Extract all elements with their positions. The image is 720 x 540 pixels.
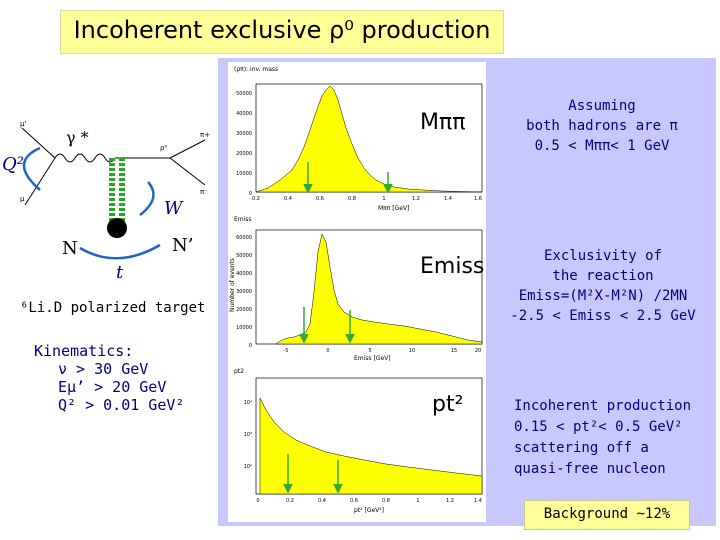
label-rho: ρ⁰ [160, 144, 167, 152]
svg-text:0.6: 0.6 [350, 498, 358, 504]
plot-mass-label: Mππ [420, 110, 466, 135]
svg-text:40000: 40000 [236, 271, 252, 277]
incoming-muon-line [21, 127, 56, 159]
svg-text:0: 0 [326, 348, 329, 354]
plot-emiss-histogram [275, 233, 483, 345]
label-t: t [116, 262, 124, 283]
svg-text:1.4: 1.4 [444, 196, 452, 202]
background-box [524, 500, 690, 530]
plot-emiss-cut-low [299, 307, 309, 344]
svg-text:10000: 10000 [236, 325, 252, 331]
plot-pt2-histogram [259, 397, 483, 495]
svg-text:0: 0 [256, 498, 259, 504]
kinematics-line: ν > 30 GeV [58, 360, 149, 378]
svg-text:15: 15 [451, 348, 457, 354]
emiss-cut-text: Exclusivity of the reaction Emiss=(M²X-M… [510, 248, 696, 324]
svg-text:10000: 10000 [236, 171, 252, 177]
svg-text:30000: 30000 [236, 289, 252, 295]
svg-text:50000: 50000 [236, 253, 252, 259]
svg-text:1.6: 1.6 [474, 196, 482, 202]
svg-text:0.4: 0.4 [284, 196, 292, 202]
label-mu: μ [20, 195, 25, 203]
virtual-photon-line [54, 153, 116, 163]
plot-emiss-cut-high [345, 310, 355, 344]
label-mu-prime: μ' [20, 120, 26, 128]
svg-text:0.6: 0.6 [316, 196, 324, 202]
label-pi-plus: π+ [200, 131, 210, 139]
svg-text:10³: 10³ [244, 432, 252, 438]
nucleon-blob [107, 218, 127, 238]
svg-text:0.8: 0.8 [348, 196, 356, 202]
svg-text:0.2: 0.2 [252, 196, 260, 202]
plot-mass-cut-low [303, 162, 313, 194]
svg-text:60000: 60000 [236, 235, 252, 241]
plot-mass-cut-high [383, 172, 393, 194]
svg-text:0: 0 [249, 343, 252, 349]
plot-emiss: Emiss Number of events 0 10000 20000 300… [229, 216, 483, 362]
svg-text:40000: 40000 [236, 111, 252, 117]
svg-text:20: 20 [475, 348, 481, 354]
svg-text:0.4: 0.4 [318, 498, 326, 504]
plot-mass-title: (ρπ): inv. mass [234, 66, 278, 73]
plot-emiss-label: Emiss [420, 254, 485, 279]
plot-pt2-cut-low [283, 454, 293, 494]
svg-text:10: 10 [409, 348, 415, 354]
svg-text:-5: -5 [284, 348, 289, 354]
title-box [60, 10, 504, 54]
outgoing-muon-line [24, 157, 56, 206]
label-n: N [62, 238, 78, 259]
svg-text:10⁴: 10⁴ [244, 400, 252, 406]
svg-text:0.2: 0.2 [286, 498, 294, 504]
background-label: Background ~12% [543, 506, 671, 522]
label-n-prime: N’ [172, 235, 194, 256]
svg-text:50000: 50000 [236, 91, 252, 97]
plot-emiss-xlabel: Emiss [GeV] [354, 355, 391, 362]
svg-text:0: 0 [249, 191, 252, 197]
svg-text:1: 1 [416, 498, 419, 504]
svg-text:20000: 20000 [236, 151, 252, 157]
label-q2: Q² [2, 154, 24, 175]
svg-text:1.2: 1.2 [412, 196, 420, 202]
kinematics-block: Kinematics: ν > 30 GeV Eμ’ > 20 GeV Q² >… [34, 342, 184, 414]
pt-cut-text: Incoherent production 0.15 < pt²< 0.5 Ge… [514, 398, 692, 477]
t-arrow [79, 243, 161, 260]
svg-text:1.2: 1.2 [446, 498, 454, 504]
svg-text:30000: 30000 [236, 131, 252, 137]
pi-plus-line [169, 139, 206, 159]
plot-pt2-cut-high [333, 460, 343, 494]
svg-text:20000: 20000 [236, 307, 252, 313]
slide-title: Incoherent exclusive ρ⁰ production [73, 16, 491, 44]
svg-text:1.4: 1.4 [474, 498, 482, 504]
svg-text:1: 1 [382, 196, 385, 202]
svg-text:5: 5 [368, 348, 371, 354]
svg-text:Emiss: Emiss [234, 216, 252, 223]
svg-text:0.8: 0.8 [382, 498, 390, 504]
svg-text:10²: 10² [244, 464, 252, 470]
plot-mass-xlabel: Mππ [GeV] [378, 205, 409, 212]
mass-cut-text: Assuming both hadrons are π 0.5 < Mππ< 1… [526, 98, 678, 154]
label-w: W [164, 198, 183, 219]
label-pi-minus: π⁻ [200, 188, 208, 196]
q2-arrow [22, 146, 41, 191]
label-gamma-star: γ * [66, 128, 89, 147]
svg-text:pt2: pt2 [234, 368, 244, 375]
plot-pt2-xlabel: pt² [GeV²] [354, 507, 384, 514]
plot-pt2-label: pt² [432, 392, 464, 417]
plot-mass-histogram [255, 85, 483, 193]
plot-mass: (ρπ): inv. mass 0 10000 20000 30000 4000… [234, 66, 483, 212]
plot-pt2: pt2 10² 10³ 10⁴ 0 0.2 0.4 0.6 0.8 1 1.2 … [234, 368, 483, 514]
feynman-diagram: μ' μ ρ⁰ π+ π⁻ [20, 120, 210, 260]
target-label: ⁶Li.D polarized target [20, 300, 206, 316]
plot-emiss-ylabel: Number of events [229, 258, 236, 312]
kinematics-line: Eμ’ > 20 GeV [58, 378, 167, 396]
w-arrow [139, 181, 155, 216]
pi-minus-line [169, 157, 206, 186]
kinematics-heading: Kinematics: [34, 342, 134, 360]
kinematics-line: Q² > 0.01 GeV² [58, 396, 185, 414]
